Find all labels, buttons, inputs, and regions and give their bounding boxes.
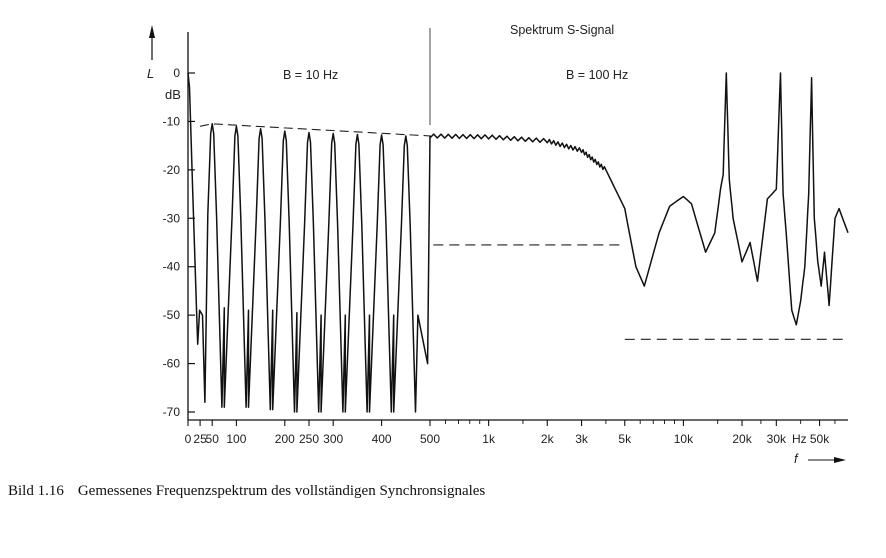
figure-caption: Bild 1.16 Gemessenes Frequenzspektrum des… (8, 483, 485, 500)
figure-caption-text: Gemessenes Frequenzspektrum des vollstän… (77, 483, 486, 499)
y-tick-label: -60 (163, 357, 181, 371)
x-tick-label: 2k (541, 432, 555, 446)
y-axis-arrow (149, 25, 155, 38)
reference-lines (433, 244, 848, 340)
x-tick-label: 30k (767, 432, 787, 446)
x-tick-label: 3k (575, 432, 589, 446)
y-axis-label: L (147, 66, 154, 81)
x-tick-label: 250 (299, 432, 319, 446)
y-tick-label: -40 (163, 260, 181, 274)
x-tick-label: 50k (810, 432, 830, 446)
y-axis-unit: dB (165, 87, 181, 102)
x-tick-label: 500 (420, 432, 440, 446)
y-tick-label: -50 (163, 308, 181, 322)
y-tick-label: -10 (163, 114, 181, 128)
annotation-bandwidth-100hz: B = 100 Hz (566, 68, 628, 82)
chart-axes (149, 25, 848, 421)
y-tick-label: -30 (163, 211, 181, 225)
envelope-dashed-line (199, 123, 431, 137)
x-tick-label: 1k (482, 432, 496, 446)
y-tick-label: 0 (173, 66, 180, 80)
x-tick-label: 25 (193, 432, 207, 446)
x-tick-label: 300 (323, 432, 343, 446)
x-axis-label: f (794, 451, 799, 466)
x-tick-label: 10k (674, 432, 694, 446)
annotation-bandwidth-10hz: B = 10 Hz (283, 68, 338, 82)
figure-number: Bild 1.16 (8, 483, 64, 499)
x-axis-arrow (834, 457, 846, 463)
chart-title: Spektrum S-Signal (510, 23, 614, 37)
x-tick-label: 100 (226, 432, 246, 446)
x-tick-label: 50 (206, 432, 220, 446)
y-tick-label: -70 (163, 405, 181, 419)
x-tick-label: 400 (372, 432, 392, 446)
x-tick-label: 200 (275, 432, 295, 446)
x-unit-tick-label: Hz (792, 432, 807, 446)
x-tick-label: 5k (618, 432, 632, 446)
spectrum-series-line (187, 72, 849, 413)
x-tick-label: 20k (732, 432, 752, 446)
y-tick-label: -20 (163, 163, 181, 177)
x-tick-label: 0 (185, 432, 192, 446)
